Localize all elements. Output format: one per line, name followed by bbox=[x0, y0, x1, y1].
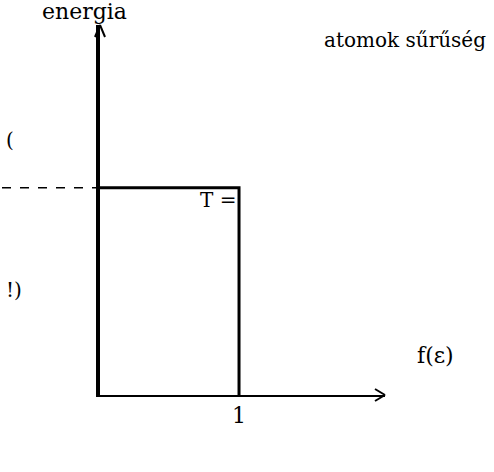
svg-text:T =: T = bbox=[200, 188, 236, 212]
svg-text:1: 1 bbox=[232, 403, 246, 428]
svg-text:(: ( bbox=[6, 128, 14, 152]
svg-text:f(ε): f(ε) bbox=[417, 343, 454, 368]
svg-text:!): !) bbox=[6, 278, 22, 302]
svg-text:atomok sűrűség: atomok sűrűség bbox=[324, 28, 486, 52]
svg-text:energia: energia bbox=[42, 0, 127, 24]
